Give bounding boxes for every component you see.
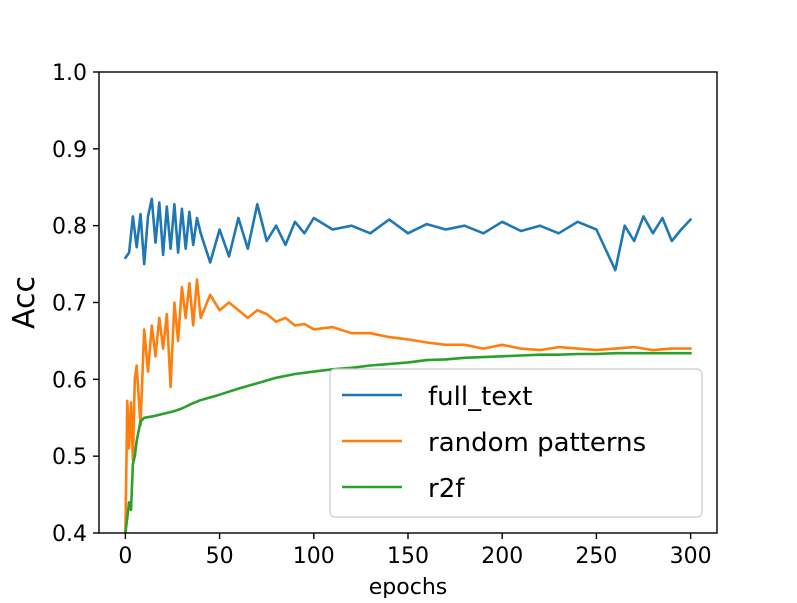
x-tick-label: 0 [118, 544, 132, 569]
y-tick-label: 0.7 [52, 292, 87, 317]
legend-label: r2f [428, 474, 465, 504]
legend-label: full_text [428, 382, 532, 412]
series-line-r2f [124, 351, 692, 533]
y-tick-label: 0.8 [52, 215, 87, 240]
x-tick-label: 100 [293, 544, 335, 569]
legend-box [329, 368, 703, 518]
y-axis-label: Acc [7, 276, 42, 329]
plot-area [124, 197, 692, 533]
x-tick-label: 150 [387, 544, 429, 569]
series-line-random-patterns [124, 278, 692, 533]
x-axis-label: epochs [369, 575, 447, 598]
y-tick-label: 0.5 [52, 445, 87, 470]
axes: 0 50 100 150 200 250 300 0.4 0.5 0.6 0.7 0.8 0.9 1.0 [52, 61, 718, 569]
x-tick-label: 50 [206, 544, 234, 569]
y-tick-label: 0.4 [52, 522, 87, 547]
y-tick-label: 1.0 [52, 61, 87, 86]
x-tick-label: 300 [670, 544, 712, 569]
y-tick-label: 0.9 [52, 138, 87, 163]
x-tick-label: 200 [481, 544, 523, 569]
legend-label: random patterns [428, 428, 646, 458]
y-tick-label: 0.6 [52, 368, 87, 393]
series-line-full-text [124, 197, 692, 272]
x-tick-label: 250 [575, 544, 617, 569]
